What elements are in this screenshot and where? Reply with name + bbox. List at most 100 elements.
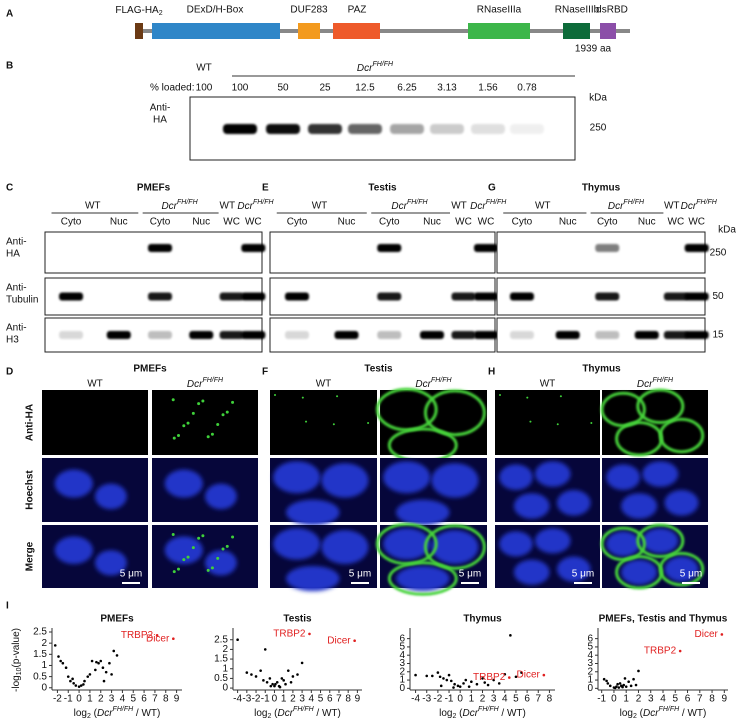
band: [285, 331, 309, 339]
column-label: DcrFH/FH: [187, 377, 224, 389]
point: [108, 661, 111, 665]
nucleus: [205, 483, 237, 510]
column-label: WT: [87, 379, 103, 390]
x-tick-label: 8: [345, 694, 351, 705]
group-label: DcrFH/FH: [161, 199, 198, 211]
signal: [332, 423, 335, 426]
point: [629, 684, 633, 688]
x-axis-label-part: / WT): [499, 708, 526, 719]
band: [684, 331, 709, 339]
nucleus: [664, 556, 699, 582]
band: [148, 244, 173, 252]
group-label-part: Dcr: [608, 201, 624, 212]
band: [148, 292, 173, 301]
group-label: DcrFH/FH: [237, 199, 274, 211]
y-tick-label: 5: [587, 642, 593, 653]
point: [94, 668, 97, 672]
point: [268, 677, 272, 680]
column-label: DcrFH/FH: [637, 377, 674, 389]
point: [69, 679, 72, 683]
x-tick-label: 5: [513, 694, 519, 705]
amount-label: 50: [277, 83, 289, 94]
point: [514, 675, 518, 679]
group-label-part: FH/FH: [253, 199, 275, 206]
panel-letter: F: [262, 367, 268, 378]
nucleus: [556, 490, 591, 516]
panel-letter: H: [488, 367, 495, 378]
highlight-label: TRBP2: [473, 672, 506, 683]
group-label-part: Dcr: [161, 201, 177, 212]
signal: [172, 570, 176, 574]
x-tick-label: 2: [480, 694, 486, 705]
amount-label: 100: [232, 83, 249, 94]
signal: [182, 558, 186, 562]
domain: [333, 23, 380, 39]
point: [115, 654, 119, 657]
domain-label-part: 2: [159, 10, 163, 17]
y-tick-label: 1: [222, 663, 228, 674]
point: [86, 675, 90, 678]
point: [632, 677, 635, 681]
x-axis-label-part: Dcr: [643, 708, 659, 719]
group-label: WT: [312, 201, 328, 212]
signal: [221, 413, 225, 417]
band: [595, 292, 620, 301]
signal: [191, 546, 195, 550]
point: [72, 682, 75, 685]
panel-letter: D: [6, 367, 13, 378]
x-tick-label: 9: [722, 694, 728, 705]
highlight-point: [720, 633, 724, 636]
nucleus: [556, 556, 591, 582]
domain: [135, 23, 143, 39]
nucleus: [54, 469, 93, 498]
lane-label: Cyto: [512, 217, 533, 228]
y-tick-label: 1: [41, 660, 47, 671]
point: [462, 682, 465, 685]
lane-label: Nuc: [423, 217, 441, 228]
nucleus: [396, 499, 450, 526]
nucleus: [273, 461, 321, 494]
nucleus: [499, 531, 533, 557]
signal: [274, 394, 276, 396]
point: [300, 661, 304, 665]
point: [278, 685, 282, 689]
antibody-label: HA: [6, 249, 20, 260]
point: [481, 677, 484, 680]
y-tick-label: 2.5: [33, 627, 47, 638]
x-tick-label: 1: [623, 694, 629, 705]
domain-label: RNaseIIIb: [555, 5, 600, 16]
scale-label: 5 μm: [459, 569, 481, 580]
nucleus: [164, 536, 203, 565]
band: [663, 331, 688, 339]
x-axis-label-part: 2: [452, 713, 456, 720]
signal: [221, 547, 225, 551]
tissue-title: PMEFs: [133, 364, 167, 375]
x-tick-label: 0: [611, 694, 617, 705]
band: [509, 331, 534, 339]
signal: [177, 567, 180, 571]
point: [236, 638, 239, 642]
row-label: Anti-HA: [25, 404, 36, 441]
signal: [305, 420, 308, 423]
x-axis-label-part: FH/FH: [293, 706, 315, 713]
group-label: DcrFH/FH: [391, 199, 428, 211]
point: [492, 678, 495, 682]
tissue-title: Testis: [368, 183, 397, 194]
lane-label: Nuc: [638, 217, 656, 228]
tissue-title: Testis: [364, 364, 393, 375]
row-label: Hoechst: [25, 470, 36, 510]
x-tick-label: -3: [422, 694, 431, 705]
protein-length: 1939 aa: [575, 44, 612, 55]
kda-label: kDa: [718, 225, 736, 236]
band: [451, 331, 476, 339]
x-tick-label: 6: [524, 694, 530, 705]
lane-label: WC: [478, 217, 495, 228]
band: [474, 331, 498, 339]
point: [452, 686, 455, 689]
point: [59, 659, 62, 663]
point: [83, 679, 86, 683]
panel-letter: B: [6, 61, 13, 72]
point: [624, 685, 628, 688]
band: [471, 124, 505, 134]
x-axis-label-part: Dcr: [277, 708, 293, 719]
